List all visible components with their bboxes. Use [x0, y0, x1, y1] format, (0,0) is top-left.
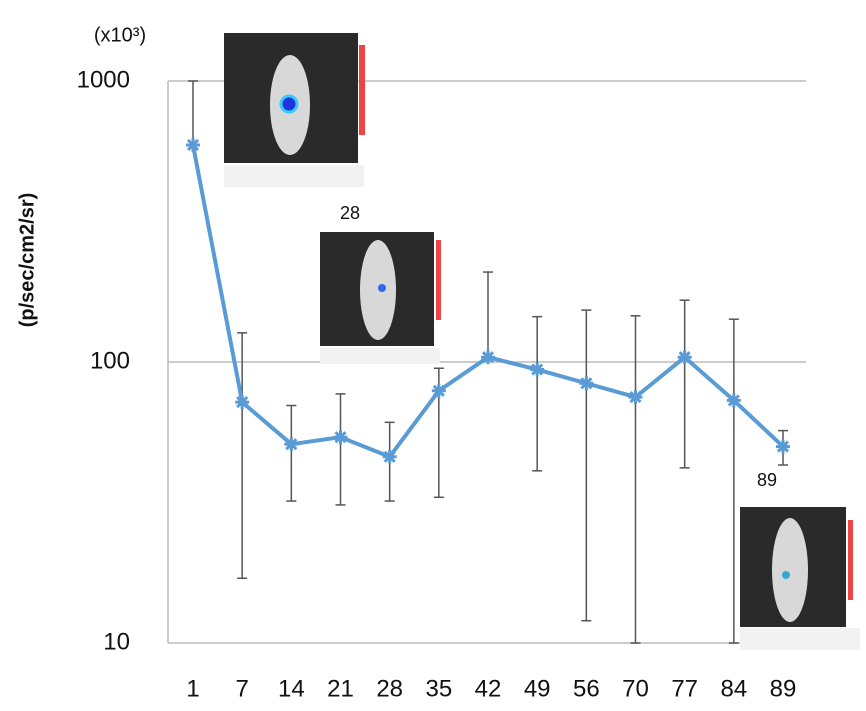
marker	[432, 384, 446, 398]
marker	[579, 376, 593, 390]
chart: (x10³) (p/sec/cm2/sr) 10 100 1000 1 7 14 21 28 3…	[0, 0, 866, 706]
x-tick-label: 49	[524, 675, 551, 702]
mouse-image	[740, 507, 860, 650]
x-tick-label: 1	[186, 675, 199, 702]
annotation: 28	[340, 203, 360, 223]
x-tick-label: 84	[720, 675, 747, 702]
unit-note: (x10³)	[94, 24, 146, 46]
marker	[629, 390, 643, 404]
x-tick-label: 77	[671, 675, 698, 702]
x-tick-label: 21	[327, 675, 354, 702]
x-tick-label: 7	[235, 675, 248, 702]
x-tick-label: 28	[376, 675, 403, 702]
image-caption	[224, 165, 364, 187]
marker	[481, 350, 495, 364]
signal-spot	[281, 96, 297, 112]
y-axis-label: (p/sec/cm2/sr)	[16, 193, 38, 328]
signal-spot	[378, 284, 386, 292]
marker	[284, 437, 298, 451]
color-scale	[359, 45, 365, 135]
image-caption	[740, 628, 860, 650]
signal-spot	[782, 571, 790, 579]
x-tick-label: 56	[573, 675, 600, 702]
x-tick-label: 70	[622, 675, 649, 702]
image-caption	[320, 348, 440, 364]
mouse-body	[360, 240, 396, 340]
marker	[334, 430, 348, 444]
color-scale	[436, 240, 441, 320]
marker	[727, 393, 741, 407]
x-tick-label: 89	[770, 675, 797, 702]
mouse-image	[224, 33, 365, 187]
plot-area: 10 100 1000 1 7 14 21 28 35 42 49 56 70 77 84 89	[77, 66, 806, 702]
mouse-image	[320, 232, 441, 364]
y-tick-label: 10	[103, 628, 130, 655]
marker	[678, 350, 692, 364]
marker	[186, 138, 200, 152]
marker	[235, 395, 249, 409]
x-tick-label: 35	[425, 675, 452, 702]
marker	[383, 450, 397, 464]
marker	[776, 440, 790, 454]
marker	[530, 363, 544, 377]
color-scale	[848, 520, 853, 600]
x-tick-label: 14	[278, 675, 305, 702]
y-tick-label: 100	[90, 347, 130, 374]
annotation: 89	[757, 470, 777, 490]
x-tick-label: 42	[475, 675, 502, 702]
mouse-body	[772, 518, 808, 622]
images	[224, 33, 860, 650]
y-tick-label: 1000	[77, 66, 130, 93]
